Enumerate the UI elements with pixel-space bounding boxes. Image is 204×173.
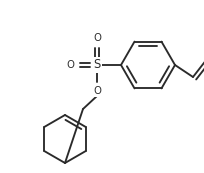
- Text: O: O: [93, 33, 101, 43]
- Text: S: S: [93, 58, 101, 71]
- Text: O: O: [93, 86, 101, 96]
- Text: O: O: [66, 60, 74, 70]
